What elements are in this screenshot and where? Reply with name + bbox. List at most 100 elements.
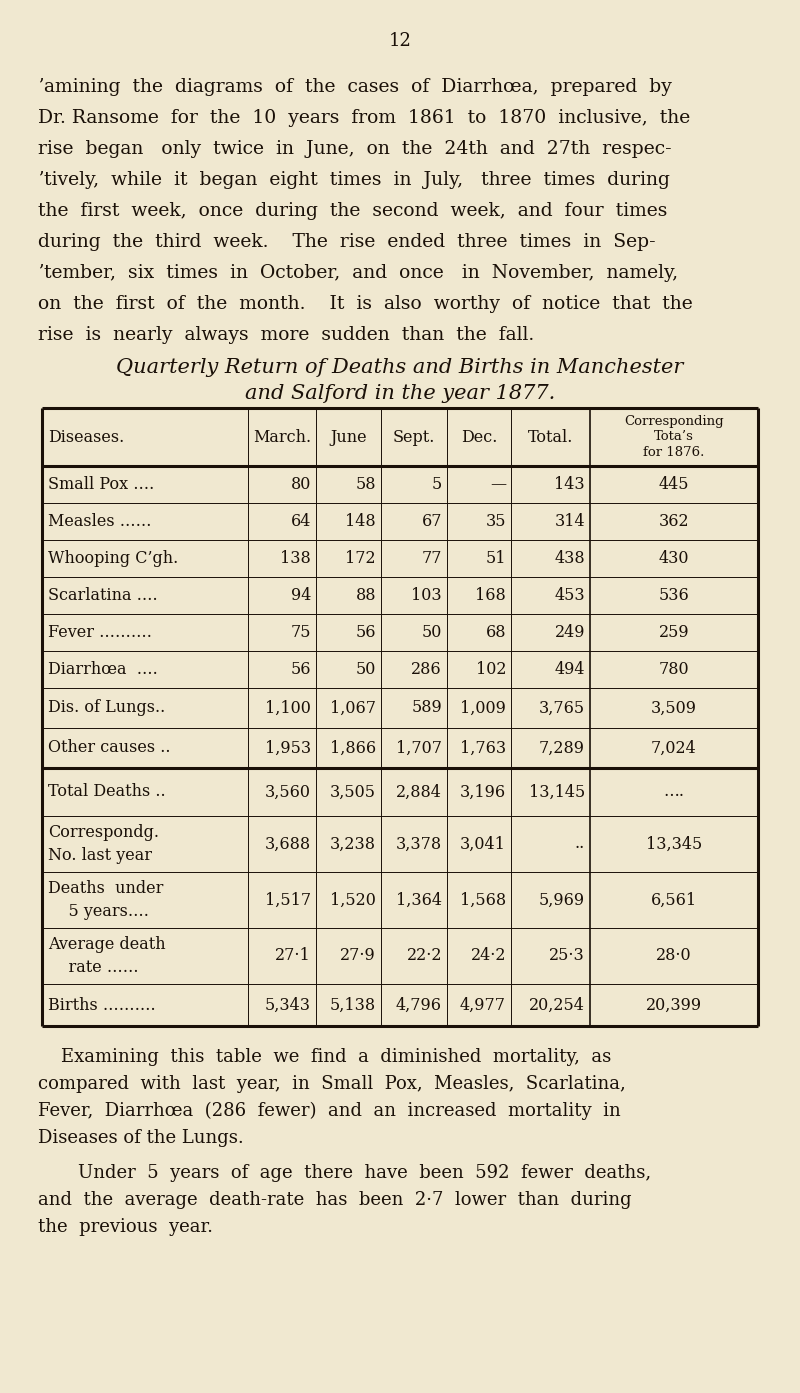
Text: 58: 58 [355,476,376,493]
Text: 13,345: 13,345 [646,836,702,853]
Text: 67: 67 [422,513,442,529]
Text: 56: 56 [290,662,311,678]
Text: 453: 453 [554,586,585,605]
Text: 494: 494 [554,662,585,678]
Text: 4,796: 4,796 [396,996,442,1014]
Text: 5,343: 5,343 [265,996,311,1014]
Text: 1,707: 1,707 [396,740,442,756]
Text: Deaths  under
    5 years….: Deaths under 5 years…. [48,880,163,919]
Text: Other causes ..: Other causes .. [48,740,170,756]
Text: Correspondg.
No. last year: Correspondg. No. last year [48,825,159,864]
Text: 2,884: 2,884 [396,783,442,801]
Text: 20,254: 20,254 [529,996,585,1014]
Text: 5,969: 5,969 [539,892,585,908]
Text: 35: 35 [486,513,506,529]
Text: Average death
    rate ……: Average death rate …… [48,936,166,975]
Text: 50: 50 [356,662,376,678]
Text: 7,024: 7,024 [651,740,697,756]
Text: 249: 249 [554,624,585,641]
Text: Diseases of the Lungs.: Diseases of the Lungs. [38,1128,244,1146]
Text: 430: 430 [658,550,690,567]
Text: 4,977: 4,977 [460,996,506,1014]
Text: and  the  average  death-rate  has  been  2·7  lower  than  during: and the average death-rate has been 2·7 … [38,1191,632,1209]
Text: 172: 172 [346,550,376,567]
Text: Births ……….: Births ………. [48,996,156,1014]
Text: Corresponding
Tota’s
for 1876.: Corresponding Tota’s for 1876. [624,415,724,460]
Text: 138: 138 [280,550,311,567]
Text: Dec.: Dec. [461,429,497,446]
Text: 88: 88 [355,586,376,605]
Text: ʼtember,  six  times  in  October,  and  once   in  November,  namely,: ʼtember, six times in October, and once … [38,265,678,281]
Text: 780: 780 [658,662,690,678]
Text: 5: 5 [432,476,442,493]
Text: 259: 259 [658,624,690,641]
Text: 3,041: 3,041 [460,836,506,853]
Text: 22·2: 22·2 [406,947,442,964]
Text: 102: 102 [475,662,506,678]
Text: 3,505: 3,505 [330,783,376,801]
Text: Fever,  Diarrhœa  (286  fewer)  and  an  increased  mortality  in: Fever, Diarrhœa (286 fewer) and an incre… [38,1102,621,1120]
Text: ʼamining  the  diagrams  of  the  cases  of  Diarrhœa,  prepared  by: ʼamining the diagrams of the cases of Di… [38,78,672,96]
Text: 51: 51 [486,550,506,567]
Text: 27·1: 27·1 [275,947,311,964]
Text: 20,399: 20,399 [646,996,702,1014]
Text: Small Pox ….: Small Pox …. [48,476,154,493]
Text: —: — [490,476,506,493]
Text: 589: 589 [411,699,442,716]
Text: 7,289: 7,289 [539,740,585,756]
Text: 286: 286 [411,662,442,678]
Text: Measles ……: Measles …… [48,513,151,529]
Text: 13,145: 13,145 [529,783,585,801]
Text: Scarlatina ….: Scarlatina …. [48,586,158,605]
Text: 77: 77 [422,550,442,567]
Text: Diarrhœa  ….: Diarrhœa …. [48,662,158,678]
Text: 536: 536 [658,586,690,605]
Text: 56: 56 [355,624,376,641]
Text: 168: 168 [475,586,506,605]
Text: 148: 148 [346,513,376,529]
Text: 75: 75 [290,624,311,641]
Text: 27·9: 27·9 [340,947,376,964]
Text: rise  began   only  twice  in  June,  on  the  24th  and  27th  respec-: rise began only twice in June, on the 24… [38,141,672,157]
Text: ..: .. [574,836,585,853]
Text: during  the  third  week.    The  rise  ended  three  times  in  Sep-: during the third week. The rise ended th… [38,233,656,251]
Text: 438: 438 [554,550,585,567]
Text: compared  with  last  year,  in  Small  Pox,  Measles,  Scarlatina,: compared with last year, in Small Pox, M… [38,1075,626,1094]
Text: Total.: Total. [528,429,573,446]
Text: 1,568: 1,568 [460,892,506,908]
Text: 103: 103 [411,586,442,605]
Text: Whooping C’gh.: Whooping C’gh. [48,550,178,567]
Text: Total Deaths ..: Total Deaths .. [48,783,166,801]
Text: Dis. of Lungs..: Dis. of Lungs.. [48,699,166,716]
Text: 3,765: 3,765 [539,699,585,716]
Text: 3,196: 3,196 [460,783,506,801]
Text: 6,561: 6,561 [651,892,697,908]
Text: 362: 362 [658,513,690,529]
Text: ….: …. [663,783,685,801]
Text: Fever ……….: Fever ………. [48,624,152,641]
Text: 1,520: 1,520 [330,892,376,908]
Text: March.: March. [253,429,311,446]
Text: 314: 314 [554,513,585,529]
Text: 1,100: 1,100 [265,699,311,716]
Text: 3,509: 3,509 [651,699,697,716]
Text: 5,138: 5,138 [330,996,376,1014]
Text: 80: 80 [290,476,311,493]
Text: and Salford in the year 1877.: and Salford in the year 1877. [245,384,555,403]
Text: 12: 12 [389,32,411,50]
Text: 64: 64 [290,513,311,529]
Text: 1,517: 1,517 [265,892,311,908]
Text: ʼtively,  while  it  began  eight  times  in  July,   three  times  during: ʼtively, while it began eight times in J… [38,171,670,189]
Text: 3,378: 3,378 [396,836,442,853]
Text: Diseases.: Diseases. [48,429,124,446]
Text: 1,364: 1,364 [396,892,442,908]
Text: 68: 68 [486,624,506,641]
Text: 445: 445 [658,476,690,493]
Text: 143: 143 [554,476,585,493]
Text: rise  is  nearly  always  more  sudden  than  the  fall.: rise is nearly always more sudden than t… [38,326,534,344]
Text: 28·0: 28·0 [656,947,692,964]
Text: 1,009: 1,009 [460,699,506,716]
Text: June: June [330,429,367,446]
Text: Quarterly Return of Deaths and Births in Manchester: Quarterly Return of Deaths and Births in… [116,358,684,378]
Text: 1,067: 1,067 [330,699,376,716]
